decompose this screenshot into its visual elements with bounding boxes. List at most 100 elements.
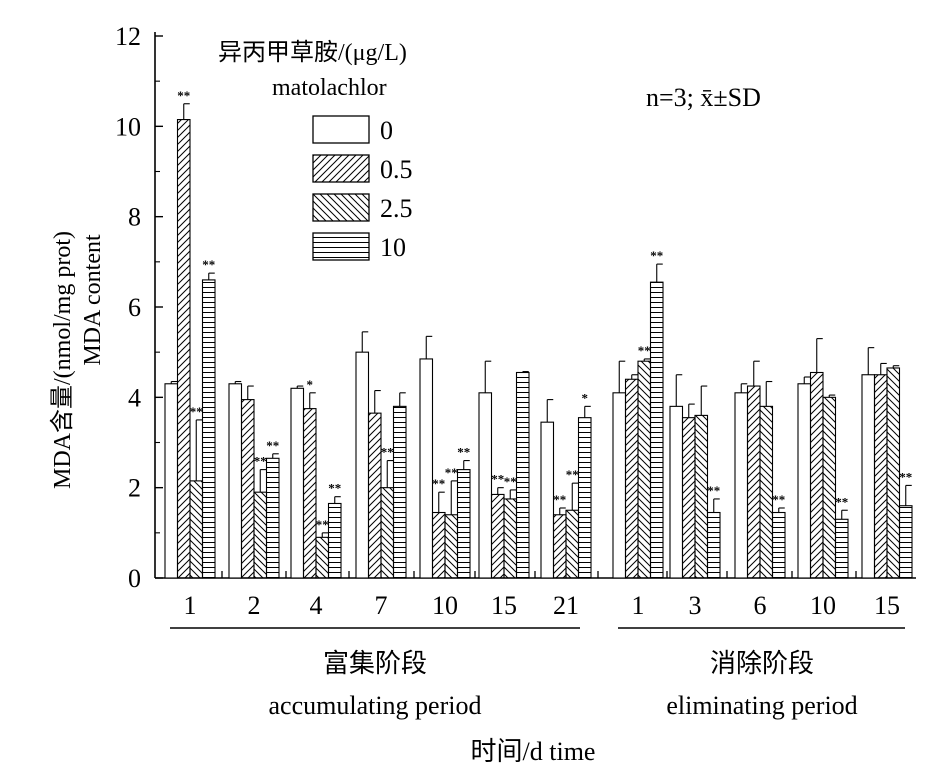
bars [164, 119, 913, 579]
bar [886, 367, 901, 579]
legend-label: 0.5 [380, 155, 413, 184]
bar [706, 511, 721, 579]
y-tick-label: 8 [128, 203, 141, 232]
significance-label: ** [445, 465, 458, 480]
legend-label: 2.5 [380, 194, 413, 223]
bar [290, 387, 305, 579]
bar [419, 358, 434, 579]
bar [809, 371, 824, 579]
significance-label: ** [381, 445, 394, 460]
significance-label: ** [328, 481, 341, 496]
bar [515, 371, 530, 579]
bar [503, 498, 518, 579]
stat-note: n=3; x̄±SD [646, 83, 761, 112]
bar [612, 392, 627, 579]
x-tick-label: 7 [375, 591, 388, 620]
bar [380, 487, 395, 579]
bar [456, 469, 471, 579]
error-bars [170, 103, 912, 538]
y-axis: 0 2 4 6 8 10 12 [115, 22, 163, 593]
bar [367, 412, 382, 579]
bar [201, 279, 216, 579]
significance-label: ** [457, 445, 470, 460]
significance-label: ** [650, 248, 663, 263]
x-tick-label: 2 [248, 591, 261, 620]
bar [228, 383, 243, 579]
bar [540, 421, 555, 579]
bar [694, 414, 709, 579]
x-tick-label: 21 [553, 591, 579, 620]
bar [834, 518, 849, 579]
bar [265, 457, 280, 579]
legend-label: 10 [380, 233, 406, 262]
x-tick-label: 4 [310, 591, 323, 620]
bar [565, 509, 580, 579]
x-tick-label: 10 [810, 591, 836, 620]
significance-label: ** [432, 476, 445, 491]
significance-label: ** [491, 472, 504, 487]
y-tick-label: 10 [115, 112, 141, 141]
significance-label: ** [553, 492, 566, 507]
bar [478, 392, 493, 579]
bar [315, 536, 330, 579]
significance-label: ** [190, 404, 203, 419]
bar [759, 405, 774, 579]
bar [649, 281, 664, 579]
bar [327, 502, 342, 579]
y-tick-label: 6 [128, 293, 141, 322]
significance-label: * [582, 390, 589, 405]
bar [176, 119, 191, 579]
significance-label: * [307, 377, 314, 392]
period-label-cn: 消除阶段 [710, 649, 814, 678]
bar [822, 396, 837, 579]
y-tick-label: 0 [128, 564, 141, 593]
legend-swatch [312, 115, 370, 144]
y-tick-label: 4 [128, 383, 141, 412]
bar [355, 351, 370, 579]
x-axis: 1 2 4 7 10 15 21 1 3 6 10 15 [155, 571, 916, 620]
y-tick-label: 12 [115, 22, 141, 51]
x-tick-label: 6 [754, 591, 767, 620]
significance-label: ** [707, 483, 720, 498]
y-tick-label: 2 [128, 474, 141, 503]
significance-label: ** [254, 454, 267, 469]
bar [861, 374, 876, 579]
significance-label: ** [202, 257, 215, 272]
bar [734, 392, 749, 579]
bar [253, 491, 268, 579]
bar [240, 399, 255, 579]
bar [681, 417, 696, 579]
bar [392, 405, 407, 579]
significance-label: ** [316, 517, 329, 532]
bar [669, 405, 684, 579]
bar [898, 505, 913, 579]
period-label-en: eliminating period [666, 691, 857, 720]
significance-label: ** [899, 469, 912, 484]
x-tick-label: 1 [632, 591, 645, 620]
bar [164, 383, 179, 579]
bar [490, 493, 505, 579]
significance-label: ** [504, 474, 517, 489]
significance-label: ** [566, 467, 579, 482]
bar [746, 385, 761, 579]
significance-label: ** [266, 438, 279, 453]
bar [552, 514, 567, 579]
y-axis-title-cn: MDA含量/(nmol/mg prot) [49, 231, 76, 489]
bar [624, 378, 639, 579]
bar [189, 480, 204, 579]
x-tick-label: 1 [184, 591, 197, 620]
legend-title-cn: 异丙甲草胺/(μg/L) [218, 39, 407, 66]
bar [444, 514, 459, 579]
legend-swatch [312, 193, 370, 222]
bar [637, 360, 652, 579]
significance-label: ** [772, 492, 785, 507]
bar [797, 383, 812, 579]
legend-title-en: matolachlor [272, 75, 387, 101]
y-axis-title-en: MDA content [80, 234, 106, 366]
bar [873, 374, 888, 579]
significance-label: ** [177, 88, 190, 103]
legend-swatch [312, 232, 370, 261]
significance-label: ** [638, 343, 651, 358]
period-group: 富集阶段 accumulating period 消除阶段 eliminating p… [170, 627, 905, 720]
